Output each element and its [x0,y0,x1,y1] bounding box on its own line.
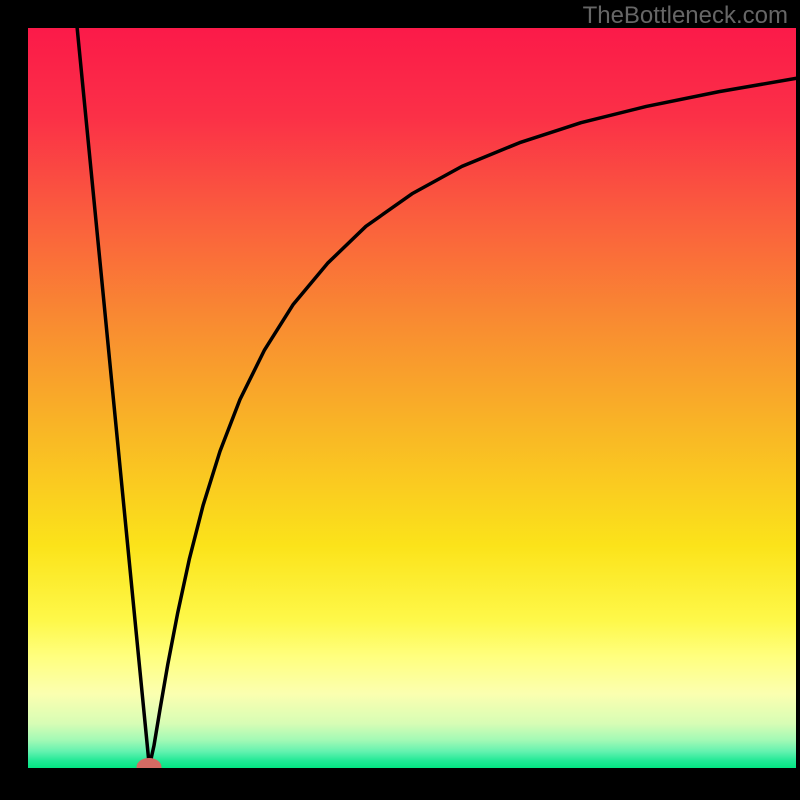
watermark-text: TheBottleneck.com [583,2,788,30]
plot-frame [0,0,800,800]
bottleneck-curve [28,28,796,768]
curve-path [77,28,796,767]
plot-area [28,28,796,768]
